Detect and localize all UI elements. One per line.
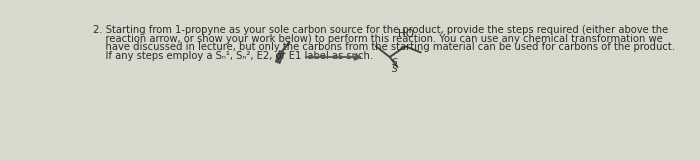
Text: HO: HO <box>398 29 414 39</box>
Text: have discussed in lecture, but only the carbons from the starting material can b: have discussed in lecture, but only the … <box>93 42 675 52</box>
Text: S: S <box>392 65 398 74</box>
Text: If any steps employ a Sₙ¹, Sₙ², E2, or E1 label as such.: If any steps employ a Sₙ¹, Sₙ², E2, or E… <box>93 51 373 61</box>
Text: S: S <box>392 58 398 67</box>
Text: reaction arrow, or show your work below) to perform this reaction. You can use a: reaction arrow, or show your work below)… <box>93 34 663 44</box>
Text: 2. Starting from 1-propyne as your sole carbon source for the product, provide t: 2. Starting from 1-propyne as your sole … <box>93 25 668 35</box>
